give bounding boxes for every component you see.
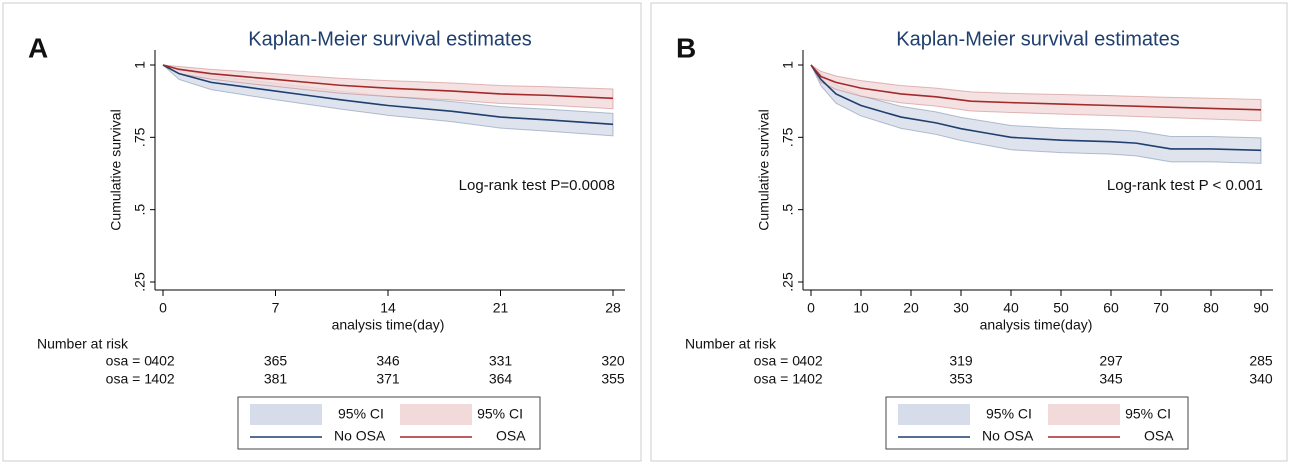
risk-row-label: osa = 0 xyxy=(106,353,153,369)
legend-label: OSA xyxy=(1144,428,1174,444)
x-tick-label: 21 xyxy=(493,300,509,316)
risk-count: 319 xyxy=(949,353,973,369)
legend-label: No OSA xyxy=(982,428,1034,444)
x-tick-label: 60 xyxy=(1103,300,1119,316)
y-tick-label: .25 xyxy=(780,272,796,292)
x-tick-label: 50 xyxy=(1053,300,1069,316)
x-tick-label: 20 xyxy=(903,300,919,316)
legend-ci-label: 95% CI xyxy=(986,406,1032,422)
ci-band xyxy=(162,64,614,110)
x-tick-label: 0 xyxy=(159,300,167,316)
survival-line xyxy=(810,64,1262,111)
y-tick-label: 1 xyxy=(132,61,148,69)
legend-ci-label: 95% CI xyxy=(338,406,384,422)
y-axis-label: Cumulative survival xyxy=(108,109,124,230)
risk-count: 402 xyxy=(799,371,823,387)
legend-label: OSA xyxy=(496,428,526,444)
y-tick-label: .5 xyxy=(132,204,148,216)
x-tick-label: 10 xyxy=(853,300,869,316)
risk-count: 285 xyxy=(1249,353,1273,369)
risk-count: 320 xyxy=(601,353,625,369)
legend-ci-swatch xyxy=(400,404,472,425)
x-tick-label: 80 xyxy=(1203,300,1219,316)
x-tick-label: 0 xyxy=(807,300,815,316)
risk-count: 353 xyxy=(949,371,973,387)
x-tick-label: 14 xyxy=(380,300,396,316)
survival-line xyxy=(162,64,614,126)
x-tick-label: 70 xyxy=(1153,300,1169,316)
risk-row-label: osa = 1 xyxy=(754,371,801,387)
risk-count: 402 xyxy=(151,371,175,387)
x-tick-label: 7 xyxy=(272,300,280,316)
x-tick-label: 40 xyxy=(1003,300,1019,316)
x-tick-label: 30 xyxy=(953,300,969,316)
y-tick-label: .25 xyxy=(132,272,148,292)
y-axis-label: Cumulative survival xyxy=(756,109,772,230)
y-tick-label: .75 xyxy=(132,127,148,147)
x-axis-label: analysis time(day) xyxy=(980,317,1093,333)
x-tick-label: 90 xyxy=(1253,300,1269,316)
x-tick-label: 28 xyxy=(605,300,621,316)
risk-count: 402 xyxy=(151,353,175,369)
y-tick-label: 1 xyxy=(780,61,796,69)
x-axis-label: analysis time(day) xyxy=(332,317,445,333)
risk-count: 364 xyxy=(489,371,513,387)
chart-title: Kaplan-Meier survival estimates xyxy=(896,28,1179,50)
risk-count: 345 xyxy=(1099,371,1123,387)
risk-count: 340 xyxy=(1249,371,1273,387)
panel-label: B xyxy=(676,32,696,63)
legend-ci-label: 95% CI xyxy=(477,406,523,422)
risk-count: 381 xyxy=(264,371,288,387)
legend-label: No OSA xyxy=(334,428,386,444)
survival-line xyxy=(162,64,614,100)
risk-count: 297 xyxy=(1099,353,1123,369)
risk-count: 331 xyxy=(489,353,513,369)
legend-ci-swatch xyxy=(898,404,970,425)
ci-band xyxy=(810,64,1262,164)
survival-line xyxy=(810,64,1262,152)
y-tick-label: .75 xyxy=(780,127,796,147)
risk-count: 346 xyxy=(376,353,400,369)
risk-count: 365 xyxy=(264,353,288,369)
risk-count: 371 xyxy=(376,371,400,387)
legend-ci-swatch xyxy=(250,404,322,425)
risk-count: 402 xyxy=(799,353,823,369)
panel-label: A xyxy=(28,32,48,63)
risk-table-title: Number at risk xyxy=(37,336,129,352)
y-tick-label: .5 xyxy=(780,204,796,216)
legend-ci-swatch xyxy=(1048,404,1120,425)
risk-row-label: osa = 1 xyxy=(106,371,153,387)
legend-ci-label: 95% CI xyxy=(1125,406,1171,422)
risk-row-label: osa = 0 xyxy=(754,353,801,369)
chart-title: Kaplan-Meier survival estimates xyxy=(248,28,531,50)
risk-table-title: Number at risk xyxy=(685,336,777,352)
risk-count: 355 xyxy=(601,371,625,387)
annotation: Log-rank test P=0.0008 xyxy=(459,177,615,194)
annotation: Log-rank test P < 0.001 xyxy=(1107,177,1263,194)
